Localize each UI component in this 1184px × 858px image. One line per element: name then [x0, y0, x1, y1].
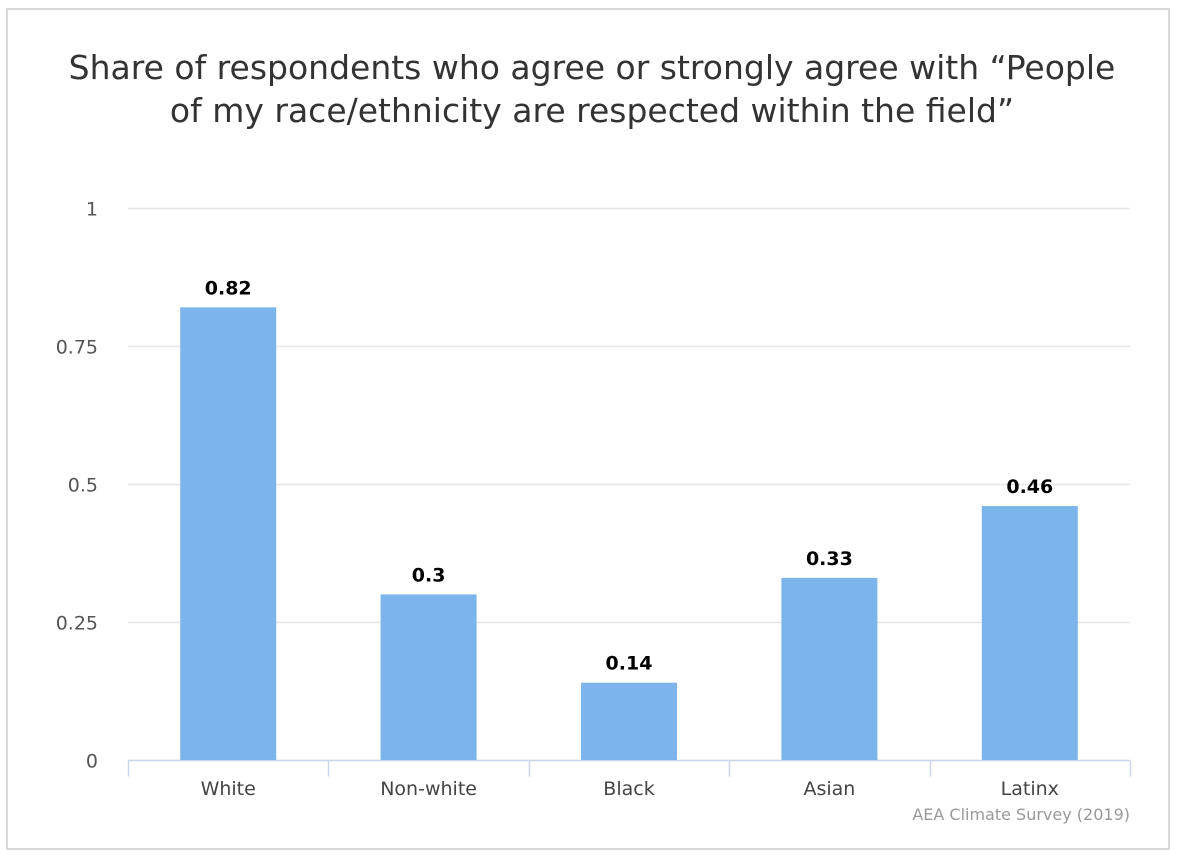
data-label: 0.82: [205, 277, 252, 299]
data-label: 0.46: [1006, 476, 1053, 498]
x-tick-label: Latinx: [1001, 778, 1059, 800]
bar: [981, 506, 1078, 760]
source-credit: AEA Climate Survey (2019): [912, 805, 1130, 824]
data-label: 0.33: [806, 548, 853, 570]
chart-title: Share of respondents who agree or strong…: [68, 48, 1116, 130]
y-tick-label: 0.5: [68, 475, 98, 497]
data-label: 0.14: [606, 653, 653, 675]
data-label: 0.3: [412, 564, 446, 586]
gridlines: [128, 207, 1130, 624]
bar: [380, 594, 477, 760]
x-tick-label: Black: [603, 778, 654, 800]
y-tick-label: 0.25: [56, 613, 98, 635]
bars: [180, 307, 1078, 760]
bar: [781, 577, 878, 760]
y-tick-label: 1: [86, 199, 98, 221]
bar: [180, 307, 277, 760]
y-tick-label: 0: [86, 751, 98, 773]
x-tick-label: Asian: [803, 778, 855, 800]
y-tick-label: 0.75: [56, 337, 98, 359]
data-labels: 0.82 0.3 0.14 0.33 0.46: [205, 277, 1053, 674]
bar: [581, 682, 677, 760]
x-axis: White Non-white Black Asian Latinx: [127, 759, 1132, 800]
y-axis: 0 0.25 0.5 0.75 1: [56, 199, 98, 773]
x-tick-label: White: [201, 778, 256, 800]
x-tick-label: Non-white: [380, 778, 477, 800]
